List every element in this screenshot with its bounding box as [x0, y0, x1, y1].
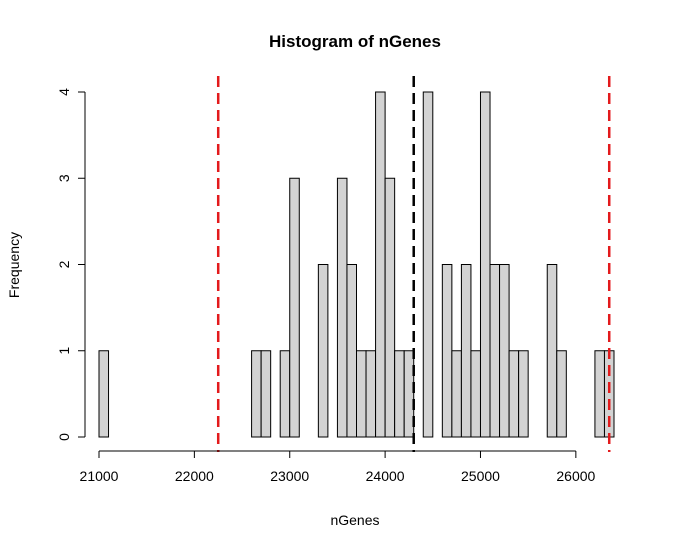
y-tick-label: 1	[56, 347, 72, 355]
y-tick-label: 4	[56, 88, 72, 96]
histogram-bar	[556, 350, 567, 438]
histogram-bar	[251, 350, 262, 438]
y-axis-label: Frequency	[6, 232, 22, 298]
x-axis: 21000 22000 23000 24000 25000 26000	[80, 450, 596, 484]
histogram-bar	[470, 350, 481, 438]
x-tick-label: 26000	[556, 468, 595, 484]
y-tick-label: 0	[56, 433, 72, 441]
histogram-bar	[384, 177, 396, 438]
bars-group	[98, 91, 615, 438]
x-axis-label: nGenes	[330, 512, 379, 528]
histogram-bar	[394, 350, 405, 438]
histogram-bar	[594, 350, 605, 438]
histogram-bar	[403, 350, 415, 438]
histogram-bar	[499, 264, 510, 438]
histogram-bar	[356, 350, 367, 438]
chart-title: Histogram of nGenes	[269, 32, 441, 51]
histogram-bar	[260, 350, 272, 438]
x-tick-label: 24000	[366, 468, 405, 484]
histogram-bar	[317, 264, 329, 438]
histogram-bar	[451, 350, 462, 438]
y-tick-label: 3	[56, 174, 72, 182]
histogram-bar	[479, 91, 491, 438]
histogram-bar	[365, 350, 377, 438]
histogram-bar	[460, 264, 472, 438]
histogram-bar	[546, 264, 558, 438]
y-tick-label: 2	[56, 260, 72, 268]
histogram-bar	[422, 91, 434, 438]
histogram-bar	[489, 264, 501, 438]
reference-lines-group	[216, 76, 611, 452]
histogram-bar	[98, 350, 110, 438]
histogram-bar	[375, 91, 386, 438]
histogram-bar	[441, 264, 453, 438]
histogram-bar	[518, 350, 529, 438]
x-tick-label: 22000	[175, 468, 214, 484]
y-axis: 0 1 2 3 4	[56, 88, 86, 441]
x-tick-label: 21000	[80, 468, 119, 484]
histogram-bar	[279, 350, 291, 438]
histogram-bar	[336, 177, 348, 438]
x-tick-label: 23000	[270, 468, 309, 484]
histogram-bar	[346, 264, 357, 438]
histogram-bar	[508, 350, 520, 438]
x-tick-label: 25000	[461, 468, 500, 484]
histogram-bar	[289, 177, 300, 438]
